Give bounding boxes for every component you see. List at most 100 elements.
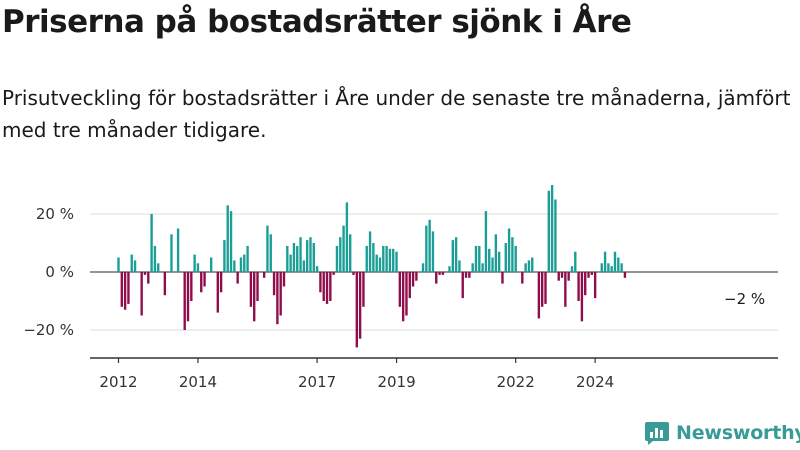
bar (329, 272, 332, 301)
bar (249, 272, 253, 307)
x-tick-label: 2024 (576, 373, 614, 391)
newsworthy-logo[interactable]: Newsworthy (644, 420, 800, 446)
bar (590, 272, 594, 275)
bar (176, 228, 180, 272)
bar (355, 272, 359, 348)
brand-name: Newsworthy (676, 422, 800, 444)
bar (385, 245, 388, 272)
bar (613, 251, 617, 272)
bar (382, 245, 385, 272)
bar (554, 199, 557, 272)
bar (147, 272, 150, 284)
bar (276, 272, 279, 325)
bar (299, 237, 302, 272)
bar (163, 272, 167, 296)
latest-value-annotation: −2 % (724, 290, 765, 308)
bar (226, 205, 229, 272)
bar (580, 272, 584, 322)
bar (587, 272, 590, 278)
bar (256, 272, 259, 301)
bar (491, 257, 494, 272)
bar-layer (117, 185, 627, 348)
bar (157, 263, 160, 272)
bar (150, 214, 153, 272)
y-tick-label: −20 % (23, 321, 74, 339)
bar (335, 245, 339, 272)
bar (593, 272, 597, 299)
bar (322, 272, 325, 301)
bar (537, 272, 541, 319)
bar (603, 251, 607, 272)
bar (292, 243, 296, 272)
chart-title: Priserna på bostadsrätter sjönk i Åre (2, 4, 632, 40)
bar (229, 211, 233, 272)
bar (133, 260, 137, 272)
bar (279, 272, 282, 316)
bar (570, 266, 574, 272)
bar (577, 272, 580, 301)
bar (302, 260, 306, 272)
bar (408, 272, 411, 299)
bar (358, 272, 362, 339)
bar (401, 272, 405, 322)
bar (435, 272, 438, 284)
newsworthy-chart-icon (645, 422, 669, 445)
bar (269, 234, 272, 272)
bar (315, 266, 319, 272)
bar (368, 231, 372, 272)
bar (388, 248, 392, 272)
bar (332, 272, 335, 275)
bar (216, 272, 219, 313)
bar (431, 231, 435, 272)
bar (196, 263, 200, 272)
bar (312, 243, 315, 272)
bar (282, 272, 286, 287)
bar (398, 272, 402, 307)
bar (243, 254, 246, 272)
bar (428, 219, 431, 272)
bar (286, 245, 289, 272)
bar (514, 245, 517, 272)
grid-layer: 20 % 0 % −20 % (23, 205, 778, 339)
bar (123, 272, 127, 310)
bar (305, 240, 309, 272)
bar (193, 254, 196, 272)
bar (584, 272, 587, 296)
bar (600, 263, 603, 272)
bar (219, 272, 223, 293)
bar (309, 237, 312, 272)
bar (339, 237, 342, 272)
bar (143, 272, 147, 275)
bar (411, 272, 415, 287)
bar (567, 272, 570, 281)
y-tick-label: 20 % (36, 205, 74, 223)
bar (342, 225, 345, 272)
bar (405, 272, 408, 316)
bar (540, 272, 544, 307)
bar (352, 272, 355, 275)
bar (262, 272, 266, 278)
bar (560, 272, 564, 278)
bar (296, 245, 299, 272)
bar (454, 237, 458, 272)
bar (272, 272, 276, 296)
bar (203, 272, 206, 287)
y-tick-label: 0 % (45, 263, 74, 281)
bar (511, 237, 514, 272)
bar (438, 272, 441, 275)
bar (497, 251, 501, 272)
bar (557, 272, 560, 281)
bar (547, 190, 550, 272)
bar (289, 254, 292, 272)
bar (127, 272, 130, 304)
bar (564, 272, 567, 307)
bar (140, 272, 143, 316)
bar (319, 272, 322, 293)
bar (474, 245, 478, 272)
bar (186, 272, 190, 322)
bar (209, 257, 213, 272)
bar (484, 211, 488, 272)
bar (524, 263, 527, 272)
bar (266, 225, 269, 272)
